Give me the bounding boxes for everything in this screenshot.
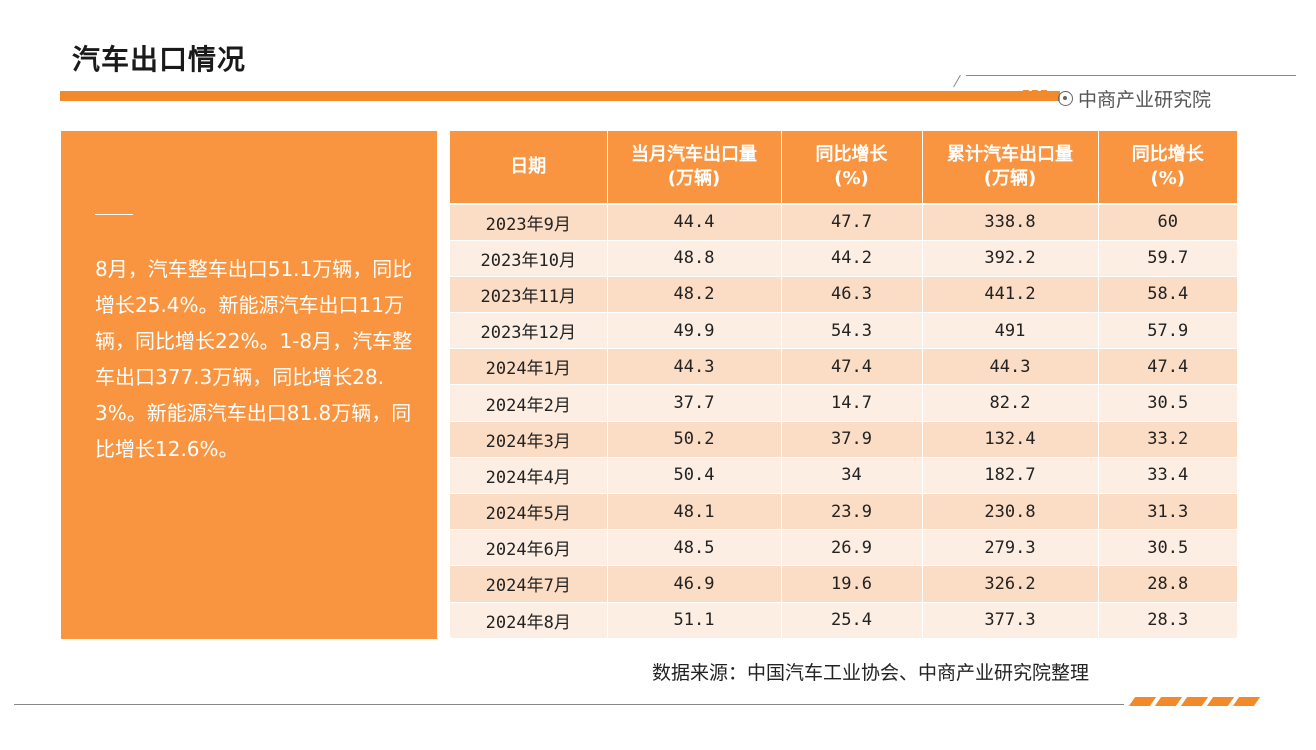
cell-monthly-growth: 26.9 bbox=[781, 529, 923, 567]
header-monthly-volume: 当月汽车出口量 (万辆) bbox=[607, 131, 782, 205]
table-row: 2023年11月 48.2 46.3 441.2 58.4 bbox=[450, 276, 1237, 314]
table-body: 2023年9月 44.4 47.7 338.8 60 2023年10月 48.8 44.2 39… bbox=[450, 204, 1237, 639]
summary-panel: 8月，汽车整车出口51.1万辆，同比增长25.4%。新能源汽车出口11万辆，同比… bbox=[61, 131, 437, 639]
cell-monthly-volume: 50.2 bbox=[607, 421, 782, 458]
cell-monthly-volume: 44.3 bbox=[607, 348, 782, 386]
cell-cumulative-growth: 30.5 bbox=[1098, 384, 1237, 422]
cell-monthly-volume: 46.9 bbox=[607, 565, 782, 603]
cell-monthly-growth: 37.9 bbox=[781, 421, 923, 458]
brand-logo: 中商产业研究院 bbox=[1058, 85, 1211, 112]
export-data-table: 日期 当月汽车出口量 (万辆) 同比增长 (%) 累计汽车出口量 (万辆) 同比增长(… bbox=[450, 131, 1237, 639]
cell-monthly-growth: 54.3 bbox=[781, 312, 923, 350]
table-row: 2023年10月 48.8 44.2 392.2 59.7 bbox=[450, 240, 1237, 277]
data-source-note: 数据来源：中国汽车工业协会、中商产业研究院整理 bbox=[652, 662, 1090, 684]
footer-rule bbox=[14, 704, 1124, 705]
cell-monthly-volume: 48.2 bbox=[607, 276, 782, 314]
brand-circle-icon bbox=[1058, 91, 1073, 106]
cell-cumulative-growth: 33.4 bbox=[1098, 457, 1237, 495]
cell-cumulative-growth: 28.3 bbox=[1098, 602, 1237, 639]
cell-monthly-volume: 48.5 bbox=[607, 529, 782, 567]
header-cumulative-volume: 累计汽车出口量 (万辆) bbox=[922, 131, 1099, 205]
cell-date: 2024年8月 bbox=[450, 602, 608, 639]
header-date: 日期 bbox=[450, 131, 608, 205]
cell-cumulative-volume: 182.7 bbox=[922, 457, 1099, 495]
table-header-row: 日期 当月汽车出口量 (万辆) 同比增长 (%) 累计汽车出口量 (万辆) 同比增长(… bbox=[450, 131, 1237, 205]
cell-cumulative-volume: 230.8 bbox=[922, 493, 1099, 531]
cell-cumulative-growth: 59.7 bbox=[1098, 240, 1237, 277]
summary-divider bbox=[95, 214, 133, 215]
cell-date: 2024年6月 bbox=[450, 529, 608, 567]
cell-monthly-volume: 49.9 bbox=[607, 312, 782, 350]
cell-date: 2024年7月 bbox=[450, 565, 608, 603]
cell-monthly-growth: 46.3 bbox=[781, 276, 923, 314]
cell-monthly-growth: 44.2 bbox=[781, 240, 923, 277]
header-stripes-decoration bbox=[1016, 90, 1048, 101]
cell-cumulative-growth: 33.2 bbox=[1098, 421, 1237, 458]
cell-date: 2024年2月 bbox=[450, 384, 608, 422]
cell-monthly-volume: 48.8 bbox=[607, 240, 782, 277]
cell-cumulative-volume: 132.4 bbox=[922, 421, 1099, 458]
table-row: 2024年6月 48.5 26.9 279.3 30.5 bbox=[450, 529, 1237, 567]
cell-monthly-volume: 51.1 bbox=[607, 602, 782, 639]
table-row: 2024年2月 37.7 14.7 82.2 30.5 bbox=[450, 384, 1237, 422]
cell-cumulative-growth: 47.4 bbox=[1098, 348, 1237, 386]
cell-date: 2024年1月 bbox=[450, 348, 608, 386]
cell-monthly-volume: 50.4 bbox=[607, 457, 782, 495]
cell-date: 2024年4月 bbox=[450, 457, 608, 495]
cell-date: 2023年12月 bbox=[450, 312, 608, 350]
footer-stripes-decoration bbox=[1128, 697, 1261, 706]
table-row: 2024年7月 46.9 19.6 326.2 28.8 bbox=[450, 565, 1237, 603]
table-row: 2024年8月 51.1 25.4 377.3 28.3 bbox=[450, 602, 1237, 639]
cell-cumulative-volume: 44.3 bbox=[922, 348, 1099, 386]
cell-cumulative-growth: 58.4 bbox=[1098, 276, 1237, 314]
cell-monthly-growth: 34 bbox=[781, 457, 923, 495]
cell-date: 2024年5月 bbox=[450, 493, 608, 531]
header-accent-bar bbox=[60, 91, 1060, 101]
cell-cumulative-growth: 28.8 bbox=[1098, 565, 1237, 603]
page-title: 汽车出口情况 bbox=[72, 43, 247, 76]
cell-monthly-volume: 44.4 bbox=[607, 204, 782, 241]
cell-date: 2023年9月 bbox=[450, 204, 608, 241]
cell-cumulative-growth: 60 bbox=[1098, 204, 1237, 241]
header-top-rule bbox=[966, 75, 1296, 76]
table-row: 2024年4月 50.4 34 182.7 33.4 bbox=[450, 457, 1237, 495]
cell-cumulative-volume: 326.2 bbox=[922, 565, 1099, 603]
cell-monthly-growth: 23.9 bbox=[781, 493, 923, 531]
table-row: 2023年12月 49.9 54.3 491 57.9 bbox=[450, 312, 1237, 350]
cell-monthly-growth: 14.7 bbox=[781, 384, 923, 422]
table-row: 2024年1月 44.3 47.4 44.3 47.4 bbox=[450, 348, 1237, 386]
header-slant-rule bbox=[953, 74, 961, 88]
table-row: 2024年5月 48.1 23.9 230.8 31.3 bbox=[450, 493, 1237, 531]
cell-cumulative-volume: 377.3 bbox=[922, 602, 1099, 639]
cell-monthly-growth: 25.4 bbox=[781, 602, 923, 639]
brand-name: 中商产业研究院 bbox=[1078, 89, 1212, 111]
cell-date: 2024年3月 bbox=[450, 421, 608, 458]
summary-text: 8月，汽车整车出口51.1万辆，同比增长25.4%。新能源汽车出口11万辆，同比… bbox=[95, 257, 413, 461]
table-row: 2024年3月 50.2 37.9 132.4 33.2 bbox=[450, 421, 1237, 458]
cell-cumulative-volume: 82.2 bbox=[922, 384, 1099, 422]
cell-cumulative-volume: 279.3 bbox=[922, 529, 1099, 567]
cell-cumulative-volume: 491 bbox=[922, 312, 1099, 350]
cell-cumulative-volume: 338.8 bbox=[922, 204, 1099, 241]
cell-monthly-growth: 47.7 bbox=[781, 204, 923, 241]
cell-monthly-volume: 48.1 bbox=[607, 493, 782, 531]
cell-monthly-growth: 47.4 bbox=[781, 348, 923, 386]
cell-monthly-growth: 19.6 bbox=[781, 565, 923, 603]
cell-cumulative-growth: 30.5 bbox=[1098, 529, 1237, 567]
cell-cumulative-volume: 441.2 bbox=[922, 276, 1099, 314]
cell-monthly-volume: 37.7 bbox=[607, 384, 782, 422]
cell-date: 2023年11月 bbox=[450, 276, 608, 314]
header-cumulative-growth: 同比增长 (%) bbox=[1098, 131, 1237, 205]
cell-cumulative-growth: 31.3 bbox=[1098, 493, 1237, 531]
header-monthly-growth: 同比增长 (%) bbox=[781, 131, 923, 205]
cell-date: 2023年10月 bbox=[450, 240, 608, 277]
cell-cumulative-volume: 392.2 bbox=[922, 240, 1099, 277]
table-row: 2023年9月 44.4 47.7 338.8 60 bbox=[450, 204, 1237, 241]
cell-cumulative-growth: 57.9 bbox=[1098, 312, 1237, 350]
